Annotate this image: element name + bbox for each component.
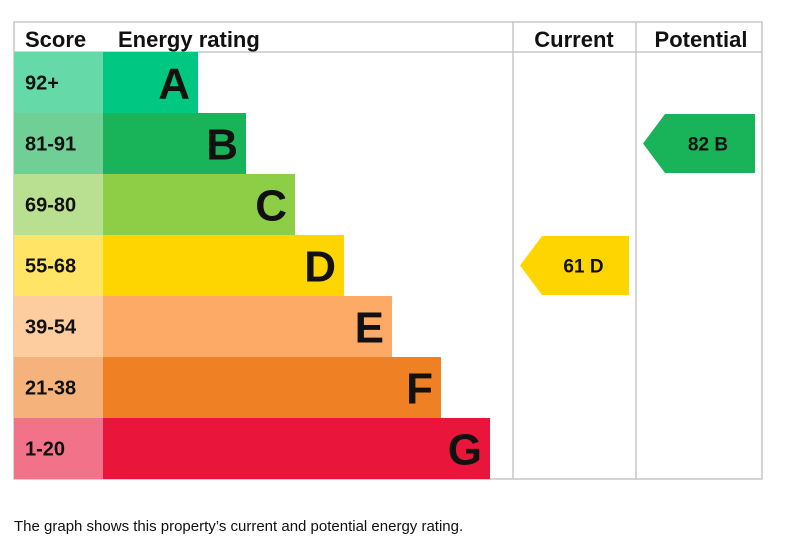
score-label-c: 69-80 xyxy=(25,195,76,217)
score-cell-e xyxy=(14,296,103,357)
score-label-a: 92+ xyxy=(25,73,59,95)
score-cell-g xyxy=(14,418,103,479)
rating-markers: 61 D 82 B xyxy=(520,114,755,295)
score-cell-b xyxy=(14,113,103,174)
score-label-b: 81-91 xyxy=(25,134,76,156)
band-letter-f: F xyxy=(406,365,433,414)
score-cell-c xyxy=(14,174,103,235)
current-marker-label: 61 D xyxy=(563,257,603,278)
score-label-g: 1-20 xyxy=(25,439,65,461)
band-bar-g xyxy=(103,418,490,479)
header-current: Current xyxy=(534,27,614,52)
band-letter-c: C xyxy=(255,182,287,231)
score-cell-d xyxy=(14,235,103,296)
score-label-e: 39-54 xyxy=(25,317,77,339)
score-label-f: 21-38 xyxy=(25,378,76,400)
band-bar-c xyxy=(103,174,295,235)
header-energy-rating: Energy rating xyxy=(118,27,260,52)
band-letter-b: B xyxy=(206,121,238,170)
band-letter-a: A xyxy=(158,60,190,109)
current-marker xyxy=(520,236,629,295)
band-bar-e xyxy=(103,296,392,357)
band-bar-b xyxy=(103,113,246,174)
band-letter-g: G xyxy=(448,426,482,475)
band-bar-d xyxy=(103,235,344,296)
potential-marker xyxy=(643,114,755,173)
header-potential: Potential xyxy=(655,27,748,52)
score-label-d: 55-68 xyxy=(25,256,76,278)
score-cell-f xyxy=(14,357,103,418)
potential-marker-label: 82 B xyxy=(688,135,728,156)
chart-caption: The graph shows this property’s current … xyxy=(14,518,464,535)
epc-chart: Score Energy rating Current Potential 92… xyxy=(13,21,763,480)
rating-bands: 92+ A 81-91 B 69-80 C 55-68 D 39-54 E 21-38 F 1-20 G xyxy=(14,52,490,479)
band-bar-f xyxy=(103,357,441,418)
header-score: Score xyxy=(25,27,86,52)
band-bar-a xyxy=(103,52,198,113)
band-letter-d: D xyxy=(304,243,336,292)
band-letter-e: E xyxy=(355,304,384,353)
score-cell-a xyxy=(14,52,103,113)
